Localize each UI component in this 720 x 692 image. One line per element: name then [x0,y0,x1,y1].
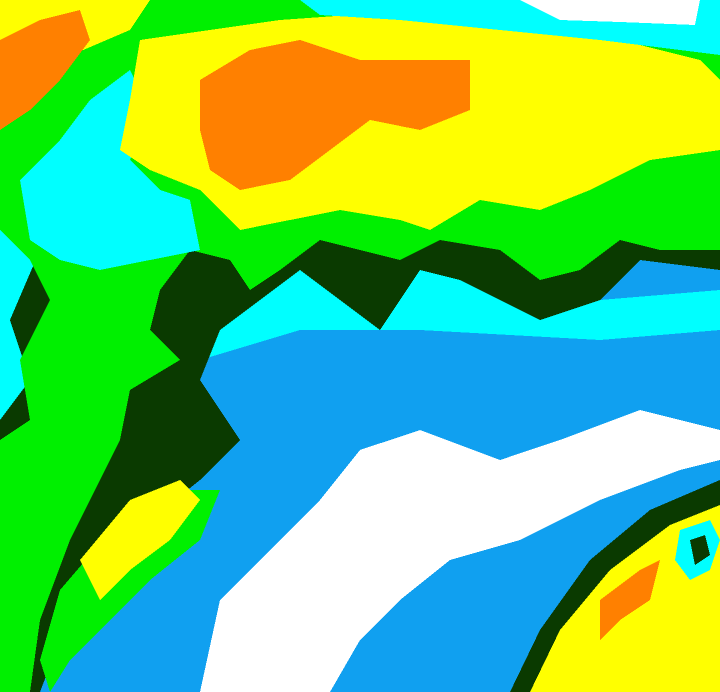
class-green-region [40,490,220,692]
class-cyan-region [20,70,200,270]
class-orange-region [0,10,90,130]
class-white-region [200,410,720,692]
class-white-region [520,0,700,25]
class-yellow-region [80,480,200,600]
class-orange-region [600,560,660,640]
class-dark-green-region [690,535,710,565]
class-orange-region [200,40,470,190]
